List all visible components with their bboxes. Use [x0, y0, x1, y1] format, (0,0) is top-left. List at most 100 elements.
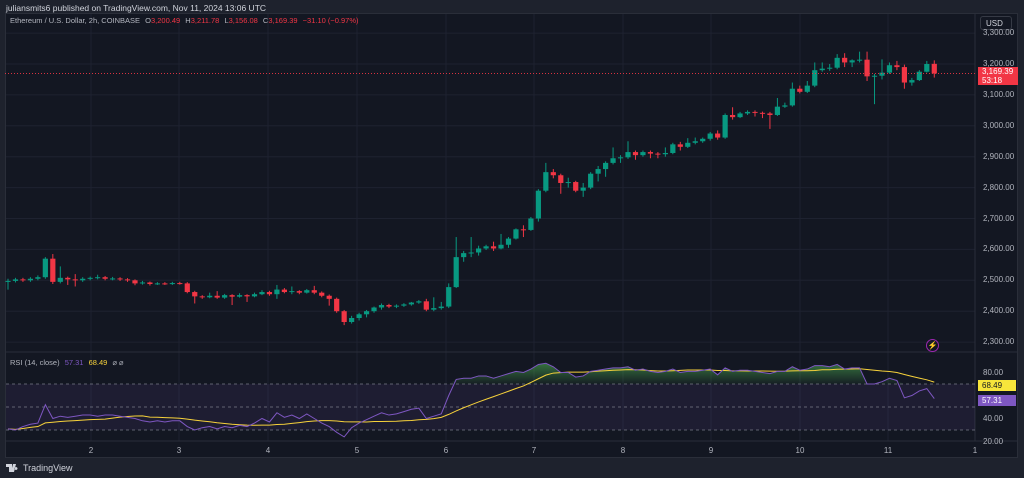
candle-body [72, 279, 78, 281]
candle-body [692, 141, 698, 143]
price-tick-label: 2,900.00 [983, 151, 1015, 161]
candle [931, 60, 937, 78]
rsi-title: RSI (14, close) [10, 358, 60, 367]
price-tick-label: 2,700.00 [983, 213, 1015, 223]
candle-body [266, 292, 273, 295]
time-tick-label: 2 [88, 446, 94, 455]
candle [476, 245, 482, 256]
candle [304, 288, 310, 294]
candle-body [289, 291, 295, 293]
tradingview-logo-icon [6, 464, 18, 472]
lightning-icon[interactable]: ⚡ [926, 339, 939, 352]
candle [341, 309, 347, 326]
candle [296, 290, 302, 295]
candle-body [431, 308, 437, 310]
candle [558, 173, 564, 194]
candle [386, 303, 392, 309]
hidden-eye-icons[interactable]: ⌀ ⌀ [112, 358, 124, 367]
candle [513, 228, 519, 240]
candle [924, 60, 930, 73]
candle [102, 275, 108, 281]
candle [244, 294, 250, 302]
currency-button[interactable]: USD [980, 16, 1012, 30]
candle-body [588, 173, 594, 188]
candle-body [759, 112, 766, 114]
candle [453, 237, 459, 289]
author-line: juliansmits6 published on TradingView.co… [6, 3, 267, 13]
candle-body [543, 172, 549, 191]
candle-body [386, 305, 392, 307]
candle [371, 306, 377, 313]
candle-body [625, 152, 631, 158]
candle [132, 279, 138, 286]
candle-body [767, 113, 773, 115]
candle-body [707, 133, 713, 139]
candle-body [109, 278, 116, 280]
candle [87, 276, 93, 281]
rsi-legend: RSI (14, close) 57.31 68.49 ⌀ ⌀ [10, 358, 124, 367]
candle-body [453, 257, 459, 288]
close-value: 3,169.39 [268, 16, 298, 25]
candle-body [192, 292, 198, 297]
candle-body [132, 280, 138, 284]
candle [700, 137, 706, 143]
candle [207, 292, 213, 299]
candle-body [236, 295, 243, 297]
candle-body [378, 305, 385, 308]
candle-body [154, 283, 160, 285]
candle-body [685, 142, 691, 147]
candle [707, 131, 713, 141]
tradingview-logo[interactable]: TradingView [6, 463, 73, 473]
candle-body [550, 172, 556, 176]
candle [334, 297, 340, 313]
candle [192, 290, 198, 304]
candle [916, 70, 922, 81]
candle-body [610, 158, 616, 163]
time-tick-label: 3 [176, 446, 182, 455]
rsi-value: 57.31 [64, 358, 84, 367]
candle [647, 150, 654, 159]
candle-body [513, 229, 519, 239]
candle-body [901, 67, 907, 83]
candle [363, 309, 370, 318]
candle-body [229, 295, 235, 297]
candle [670, 142, 676, 155]
candle-body [184, 283, 190, 293]
candle-body [177, 283, 183, 285]
candle-body [647, 152, 654, 154]
candle [423, 298, 429, 312]
candle [416, 300, 422, 304]
candle-body [520, 229, 527, 231]
candle [274, 284, 280, 299]
candle [752, 110, 758, 117]
candle-body [401, 304, 407, 306]
candle-body [349, 317, 355, 323]
candle-body [222, 295, 228, 298]
price-tick-label: 2,500.00 [983, 275, 1015, 285]
candle [677, 141, 683, 151]
candle [804, 80, 810, 94]
symbol-title: Ethereum / U.S. Dollar, 2h, COINBASE [10, 16, 141, 25]
candle-body [797, 88, 803, 92]
candle [715, 130, 721, 140]
candle-body [856, 59, 863, 61]
candle [520, 225, 527, 238]
candle [95, 274, 101, 280]
candle-body [162, 283, 168, 285]
candle-body [662, 152, 668, 155]
rsi-overbought-fill [8, 363, 935, 384]
candle-body [311, 290, 317, 293]
time-tick-label: 1 [972, 446, 978, 455]
candle [849, 59, 855, 68]
candle-body [199, 296, 205, 298]
candle [483, 244, 489, 251]
candle [5, 278, 11, 290]
candle-body [319, 292, 325, 296]
rsi-ma-tag: 68.49 [978, 380, 1016, 391]
candle-body [95, 277, 101, 279]
change-value: −31.10 (−0.97%) [302, 16, 359, 25]
price-tick-label: 3,000.00 [983, 120, 1015, 130]
candle-body [498, 244, 504, 249]
candle [356, 312, 362, 321]
